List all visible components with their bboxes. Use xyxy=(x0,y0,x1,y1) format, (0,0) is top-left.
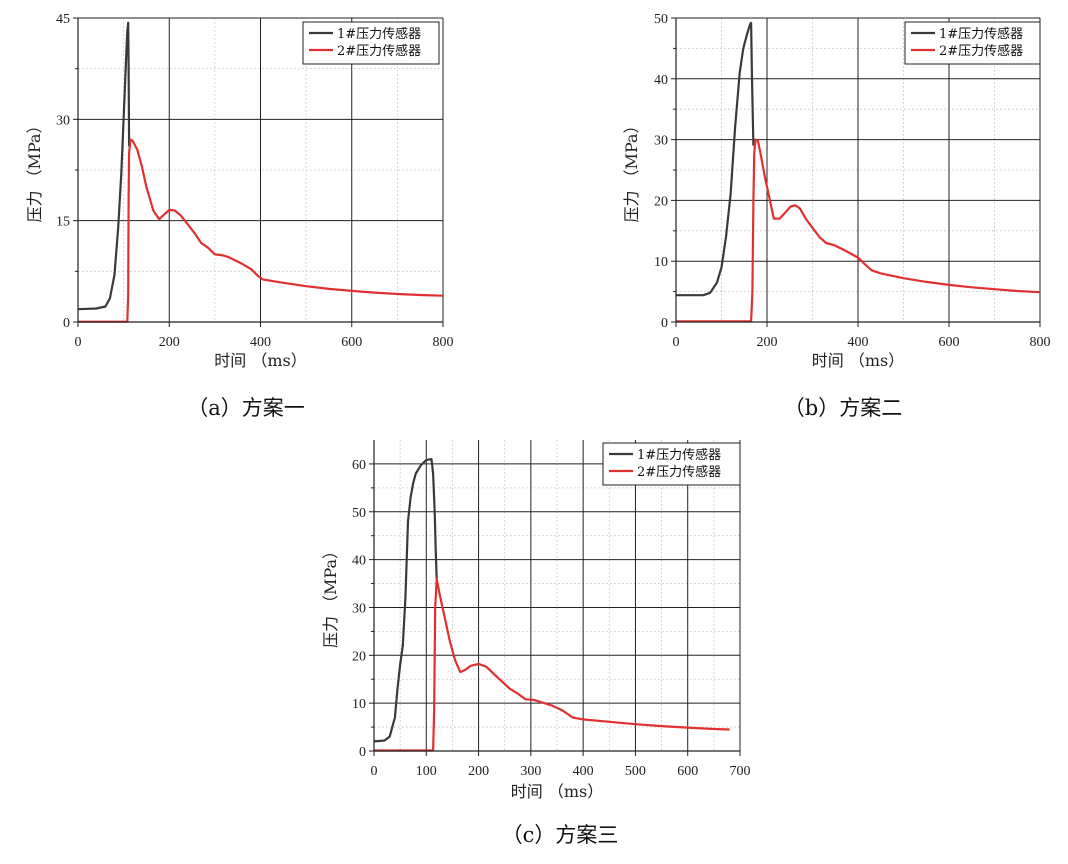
chart-2-y-tick-label: 40 xyxy=(654,73,668,88)
chart-3-y-tick-label: 0 xyxy=(359,745,366,760)
chart-3-series-2-line xyxy=(374,577,730,752)
chart-3-x-tick-label: 400 xyxy=(573,764,594,779)
frame-layer xyxy=(73,17,1041,756)
chart-1-x-tick-label: 800 xyxy=(433,335,454,350)
chart-1-legend-label-1: 1#压力传感器 xyxy=(337,26,421,42)
chart-3-legend-label-2: 2#压力传感器 xyxy=(637,464,721,480)
chart-2-x-tick-label: 0 xyxy=(673,335,680,350)
chart-2-legend-label-2: 2#压力传感器 xyxy=(939,43,1023,59)
chart-3-x-axis-title: 时间 （ms） xyxy=(511,782,603,801)
chart-3-y-axis-title: 压力 （MPa） xyxy=(321,543,340,648)
chart-2-legend-box xyxy=(904,21,1041,65)
chart-3-y-tick-label: 60 xyxy=(352,458,366,473)
chart-3-x-tick-label: 200 xyxy=(468,764,489,779)
chart-3-x-tick-label: 700 xyxy=(730,764,751,779)
chart-3-x-tick-label: 600 xyxy=(677,764,698,779)
chart-1-x-tick-label: 400 xyxy=(250,335,271,350)
chart-3-series-1-line xyxy=(373,458,438,743)
chart-2-legend-label-1: 1#压力传感器 xyxy=(939,26,1023,42)
grid-layer xyxy=(78,17,1041,751)
chart-3-x-tick-label: 300 xyxy=(520,764,541,779)
chart-3-legend-box xyxy=(602,442,741,486)
chart-1-x-axis-title: 时间 （ms） xyxy=(214,351,306,370)
chart-2-y-tick-label: 10 xyxy=(654,255,668,270)
chart-1-y-tick-label: 15 xyxy=(56,215,70,230)
chart-2-series-1-line xyxy=(676,21,755,297)
chart-2-y-tick-label: 30 xyxy=(654,134,668,149)
chart-1-legend-label-2: 2#压力传感器 xyxy=(337,43,421,59)
chart-1-x-tick-label: 200 xyxy=(159,335,180,350)
chart-3-y-tick-label: 50 xyxy=(352,506,366,521)
chart-2-x-axis-title: 时间 （ms） xyxy=(812,351,904,370)
chart-3-y-tick-label: 20 xyxy=(352,649,366,664)
chart-1-series-2-line xyxy=(78,138,444,323)
chart-3-caption: （c）方案三 xyxy=(502,823,619,847)
chart-2-x-tick-label: 400 xyxy=(848,335,869,350)
chart-3-legend-label-1: 1#压力传感器 xyxy=(637,447,721,463)
chart-1-legend-box xyxy=(302,21,440,65)
chart-1-x-tick-label: 600 xyxy=(341,335,362,350)
chart-2-y-axis-title: 压力 （MPa） xyxy=(622,117,641,222)
chart-1-y-tick-label: 0 xyxy=(63,316,70,331)
chart-1-series-1-line xyxy=(77,21,131,311)
chart-3-x-tick-label: 0 xyxy=(371,764,378,779)
chart-1-caption: （a）方案一 xyxy=(187,396,305,420)
chart-3-y-tick-label: 30 xyxy=(352,601,366,616)
chart-2-x-tick-label: 800 xyxy=(1030,335,1051,350)
chart-3-x-tick-label: 500 xyxy=(625,764,646,779)
chart-2-y-tick-label: 0 xyxy=(661,316,668,331)
chart-3-y-tick-label: 10 xyxy=(352,697,366,712)
chart-1-x-tick-label: 0 xyxy=(75,335,82,350)
chart-2-x-tick-label: 200 xyxy=(757,335,778,350)
chart-1-y-axis-title: 压力 （MPa） xyxy=(25,117,44,222)
chart-1-y-tick-label: 45 xyxy=(56,12,70,27)
chart-2-y-tick-label: 20 xyxy=(654,194,668,209)
chart-2-series-2-line xyxy=(676,138,1041,323)
chart-3-x-tick-label: 100 xyxy=(416,764,437,779)
chart-3-y-tick-label: 40 xyxy=(352,554,366,569)
data-layer xyxy=(77,21,1041,752)
chart-2-x-tick-label: 600 xyxy=(939,335,960,350)
chart-2-y-tick-label: 50 xyxy=(654,12,668,27)
chart-2-caption: （b）方案二 xyxy=(784,396,902,420)
chart-1-y-tick-label: 30 xyxy=(56,113,70,128)
